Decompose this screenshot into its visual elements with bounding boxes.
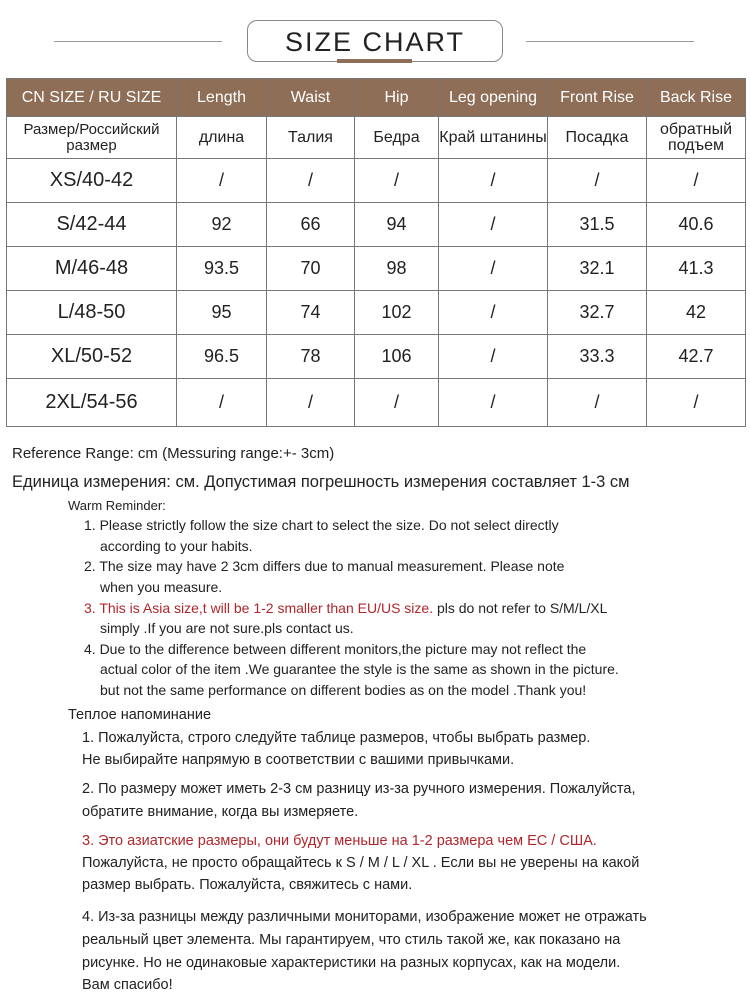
ru-column-header: Бедра: [354, 116, 439, 159]
measurement-cell: /: [438, 246, 548, 291]
reminder-line: simply .If you are not sure.pls contact …: [100, 620, 354, 636]
column-header: Waist: [266, 78, 355, 117]
measurement-cell: 96.5: [176, 334, 267, 379]
size-cell: M/46-48: [6, 246, 177, 291]
measurement-cell: 93.5: [176, 246, 267, 291]
measurement-cell: 31.5: [547, 202, 647, 247]
column-header: CN SIZE / RU SIZE: [6, 78, 177, 117]
measurement-cell: /: [266, 158, 355, 203]
ru-column-header: длина: [176, 116, 267, 159]
measurement-cell: /: [354, 378, 439, 427]
measurement-cell: 66: [266, 202, 355, 247]
table-row: S/42-44 92 66 94/31.5 40.6: [6, 202, 746, 247]
table-row: XL/50-52 96.5 78 106/33.3 42.7: [6, 334, 746, 379]
measurement-cell: 95: [176, 290, 267, 335]
reminder-line: 3. This is Asia size,t will be 1-2 small…: [84, 600, 434, 616]
measurement-cell: /: [354, 158, 439, 203]
reference-text: Reference Range: cm (Messuring range:+- …: [12, 445, 335, 462]
reminder-line-ru: рисунке. Но не одинаковые характеристики…: [82, 955, 621, 971]
measurement-cell: /: [547, 378, 647, 427]
measurement-cell: 74: [266, 290, 355, 335]
measurement-cell: 32.7: [547, 290, 647, 335]
size-cell: S/42-44: [6, 202, 177, 247]
size-cell: 2XL/54-56: [6, 378, 177, 427]
measurement-cell: 42.7: [646, 334, 746, 379]
reminder-line: 1. Please strictly follow the size chart…: [84, 517, 559, 533]
measurement-cell: 106: [354, 334, 439, 379]
reminder-line-ru: Пожалуйста, не просто обращайтесь к S / …: [82, 855, 640, 871]
table-row: L/48-50 95 74 102/32.7 42: [6, 290, 746, 335]
reminder-line-ru: Не выбирайте напрямую в соответствии с в…: [82, 752, 515, 768]
header-row: CN SIZE / RU SIZE Length Waist Hip Leg openi…: [6, 78, 746, 117]
measurement-cell: /: [438, 202, 548, 247]
reminder-line: actual color of the item .We guarantee t…: [100, 661, 619, 677]
measurement-cell: /: [646, 378, 746, 427]
measurement-cell: 102: [354, 290, 439, 335]
table-row: 2XL/54-56// / / / /: [6, 378, 746, 427]
ru-column-header: Талия: [266, 116, 355, 159]
measurement-cell: /: [266, 378, 355, 427]
measurement-cell: /: [176, 158, 267, 203]
reminder-line: but not the same performance on differen…: [100, 682, 587, 698]
page-title: SIZE CHART: [247, 20, 503, 62]
size-cell: XS/40-42: [6, 158, 177, 203]
reminder-line-ru: Вам спасибо!: [82, 977, 173, 993]
measurement-cell: /: [438, 158, 548, 203]
reference-text-ru: Единица измерения: см. Допустимая погреш…: [12, 473, 630, 491]
ru-header-row: Размер/Российский размер длина Талия Бедра К…: [6, 116, 746, 159]
title-underline: [337, 59, 412, 63]
measurement-cell: /: [176, 378, 267, 427]
ru-column-header: Посадка: [547, 116, 647, 159]
column-header: Front Rise: [547, 78, 647, 117]
size-table: CN SIZE / RU SIZE Length Waist Hip Leg openi…: [6, 78, 746, 427]
ru-column-header: обратный подъем: [646, 116, 746, 159]
reminder-line-ru: 1. Пожалуйста, строго следуйте таблице р…: [82, 730, 591, 746]
measurement-cell: 94: [354, 202, 439, 247]
reminder-line-rest: pls do not refer to S/M/L/XL: [433, 600, 608, 616]
measurement-cell: /: [438, 290, 548, 335]
column-header: Length: [176, 78, 267, 117]
size-cell: L/48-50: [6, 290, 177, 335]
measurement-cell: 78: [266, 334, 355, 379]
reminder-heading-ru: Теплое напоминание: [68, 707, 212, 723]
measurement-cell: /: [438, 334, 548, 379]
table-row: XS/40-42// / / / /: [6, 158, 746, 203]
reminder-line-ru: 4. Из-за разницы между различными монито…: [82, 909, 647, 925]
reminder-line: 2. The size may have 2 3cm differs due t…: [84, 558, 565, 574]
reminder-line-ru: обратите внимание, когда вы измеряете.: [82, 804, 359, 820]
divider-right: [526, 41, 694, 42]
size-cell: XL/50-52: [6, 334, 177, 379]
measurement-cell: 32.1: [547, 246, 647, 291]
ru-column-header: Край штанины: [438, 116, 548, 159]
reminder-line-ru: реальный цвет элемента. Мы гарантируем, …: [82, 932, 621, 948]
measurement-cell: 40.6: [646, 202, 746, 247]
measurement-cell: 33.3: [547, 334, 647, 379]
measurement-cell: 70: [266, 246, 355, 291]
ru-column-header: Размер/Российский размер: [6, 116, 177, 159]
measurement-cell: /: [646, 158, 746, 203]
reminder-line: 4. Due to the difference between differe…: [84, 641, 587, 657]
measurement-cell: /: [438, 378, 548, 427]
reminder-line-ru: 2. По размеру может иметь 2-3 см разницу…: [82, 781, 636, 797]
measurement-cell: 92: [176, 202, 267, 247]
column-header: Back Rise: [646, 78, 746, 117]
measurement-cell: 41.3: [646, 246, 746, 291]
column-header: Hip: [354, 78, 439, 117]
measurement-cell: 42: [646, 290, 746, 335]
measurement-cell: 98: [354, 246, 439, 291]
reminder-heading: Warm Reminder:: [68, 498, 166, 513]
reminder-line: according to your habits.: [100, 538, 253, 554]
column-header: Leg opening: [438, 78, 548, 117]
divider-left: [54, 41, 222, 42]
measurement-cell: /: [547, 158, 647, 203]
reminder-line-ru: 3. Это азиатские размеры, они будут мень…: [82, 833, 597, 849]
reminder-line: when you measure.: [100, 579, 223, 595]
table-row: M/46-48 93.5 70 98/32.1 41.3: [6, 246, 746, 291]
reminder-line-ru: размер выбрать. Пожалуйста, свяжитесь с …: [82, 877, 413, 893]
